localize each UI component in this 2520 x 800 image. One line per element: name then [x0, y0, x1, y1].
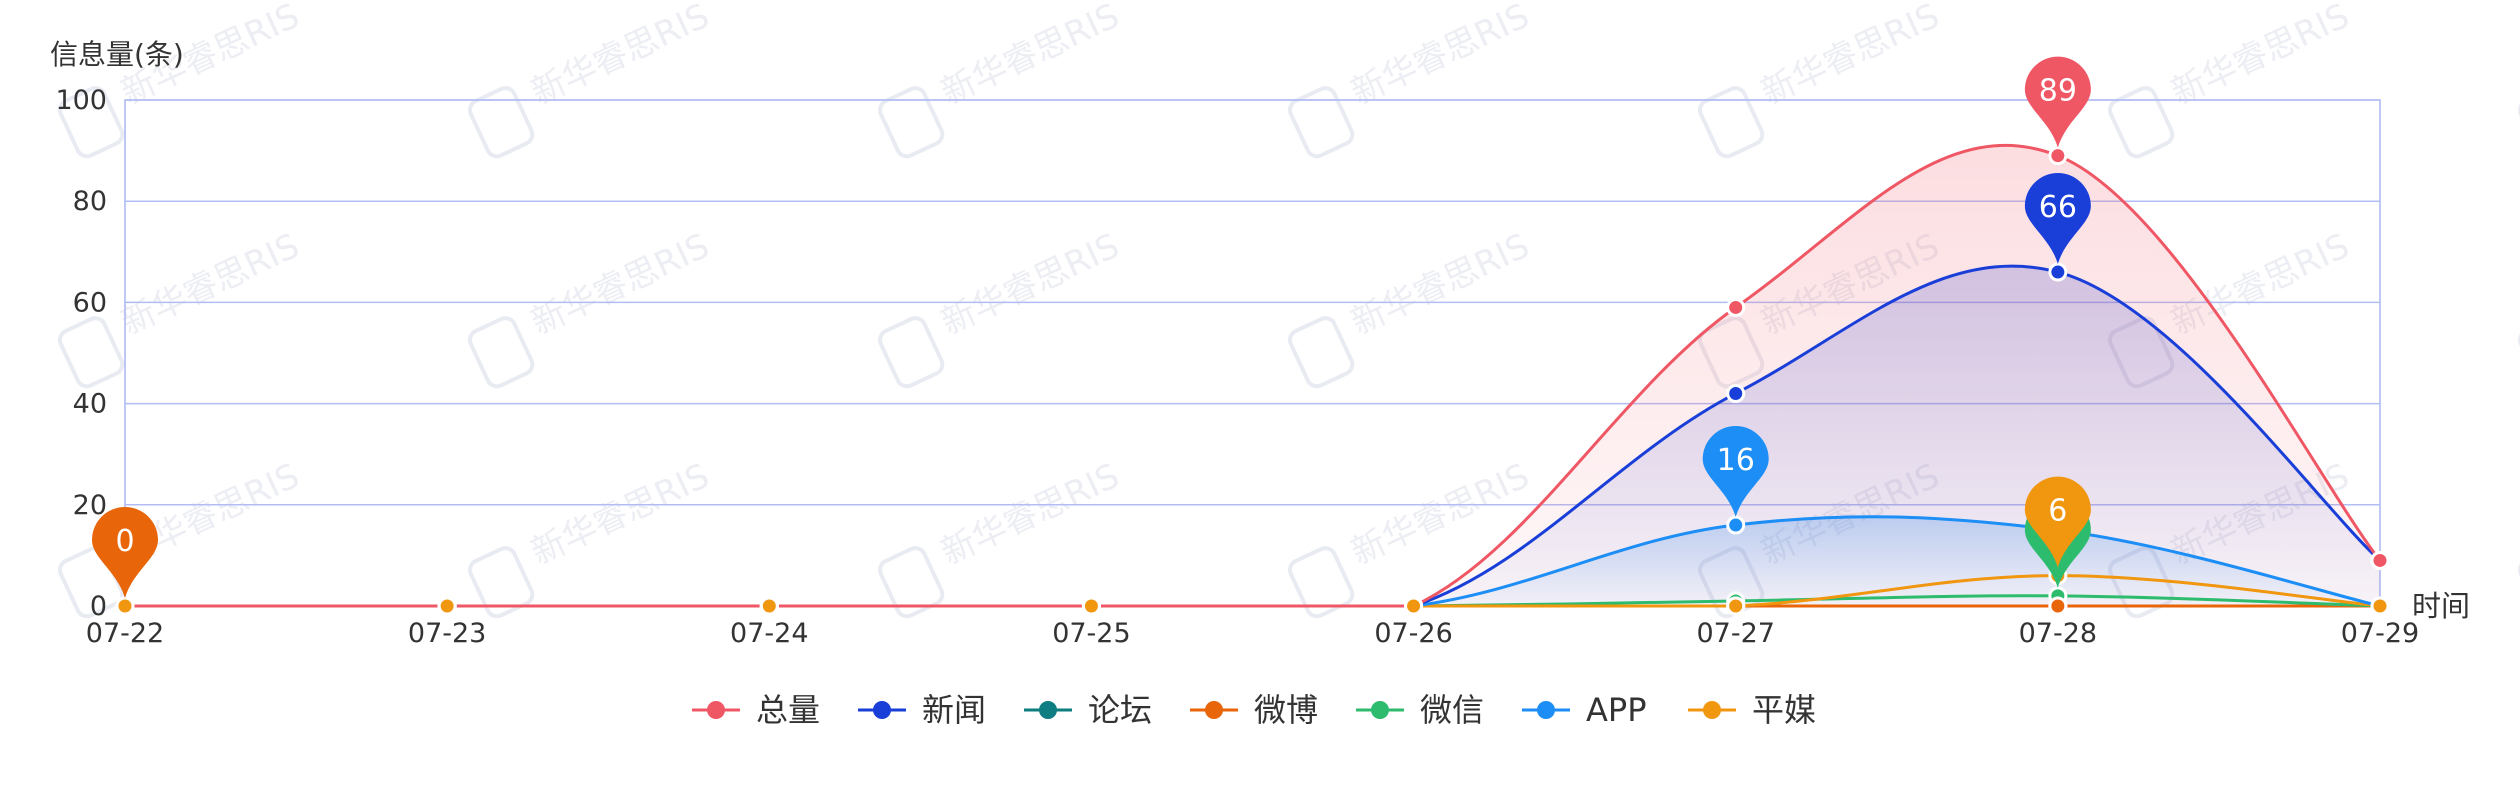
- svg-text:新华睿思RIS: 新华睿思RIS: [1345, 0, 1535, 113]
- watermark: 新华睿思RIS: [468, 456, 715, 619]
- svg-text:新华睿思RIS: 新华睿思RIS: [115, 226, 305, 343]
- legend-dot: [1039, 701, 1057, 719]
- series-points: [115, 146, 2390, 616]
- svg-text:新华睿思RIS: 新华睿思RIS: [525, 226, 715, 343]
- marker-label: 0: [115, 524, 134, 559]
- watermark: 新华睿思RIS: [468, 226, 715, 389]
- legend-dot: [1537, 701, 1555, 719]
- marker-label: 89: [2039, 74, 2077, 109]
- marker-news: 66: [2024, 173, 2091, 265]
- marker-label: 66: [2039, 190, 2077, 225]
- svg-text:新华睿思RIS: 新华睿思RIS: [1755, 0, 1945, 113]
- x-tick-label: 07-29: [2341, 618, 2419, 649]
- watermark: 新华睿思RIS: [468, 0, 715, 159]
- watermark: 新华睿思RIS: [878, 456, 1125, 619]
- legend-dot: [1205, 701, 1223, 719]
- svg-text:新华睿思RIS: 新华睿思RIS: [2165, 0, 2355, 113]
- legend-dot: [707, 701, 725, 719]
- legend-item-wechat[interactable]: 微信: [1356, 691, 1484, 729]
- y-tick-label: 60: [73, 287, 107, 318]
- marker-pin: [92, 507, 158, 598]
- legend-label: 总量: [756, 691, 820, 729]
- point-total[interactable]: [1726, 297, 1746, 317]
- svg-text:新华睿思RIS: 新华睿思RIS: [935, 226, 1125, 343]
- marker-pin: [2024, 476, 2091, 568]
- point-news[interactable]: [2048, 262, 2068, 282]
- point-app[interactable]: [1726, 515, 1746, 535]
- svg-text:新华睿思RIS: 新华睿思RIS: [525, 0, 715, 113]
- value-markers: 6 0 16 66 89: [92, 56, 2091, 598]
- point-print[interactable]: [1404, 596, 1424, 616]
- legend: 总量 新闻 论坛 微博 微信 APP 平媒: [692, 691, 1816, 729]
- point-print[interactable]: [115, 596, 135, 616]
- legend-item-weibo[interactable]: 微博: [1190, 691, 1318, 729]
- watermark: 新华睿思RIS: [878, 0, 1125, 159]
- area-total: [125, 145, 2380, 607]
- point-print[interactable]: [759, 596, 779, 616]
- y-tick-label: 100: [55, 85, 107, 116]
- marker-pin: [2024, 173, 2091, 265]
- legend-dot: [1703, 701, 1721, 719]
- legend-label: 微信: [1420, 691, 1484, 729]
- legend-item-app[interactable]: APP: [1522, 691, 1646, 729]
- watermark: 新华睿思RIS: [58, 0, 305, 159]
- x-tick-label: 07-25: [1052, 618, 1130, 649]
- watermark: 新华睿思RIS: [2518, 86, 2520, 159]
- legend-dot: [1371, 701, 1389, 719]
- x-tick-label: 07-24: [730, 618, 808, 649]
- y-tick-label: 40: [73, 389, 107, 420]
- x-tick-label: 07-22: [86, 618, 164, 649]
- point-print[interactable]: [2370, 596, 2390, 616]
- legend-label: 论坛: [1088, 691, 1152, 729]
- y-tick-label: 0: [90, 591, 107, 622]
- marker-app: 16: [1702, 426, 1769, 518]
- marker-print: 6: [2024, 476, 2091, 568]
- svg-text:新华睿思RIS: 新华睿思RIS: [1345, 226, 1535, 343]
- point-print[interactable]: [437, 596, 457, 616]
- watermark: 新华睿思RIS: [2518, 546, 2520, 619]
- point-print[interactable]: [1081, 596, 1101, 616]
- svg-text:新华睿思RIS: 新华睿思RIS: [935, 0, 1125, 113]
- legend-item-total[interactable]: 总量: [692, 691, 820, 729]
- legend-item-news[interactable]: 新闻: [858, 691, 986, 729]
- x-axis-label: 时间: [2412, 589, 2470, 623]
- point-weibo[interactable]: [2048, 596, 2068, 616]
- watermark: 新华睿思RIS: [1288, 0, 1535, 159]
- watermark: 新华睿思RIS: [2108, 0, 2355, 159]
- point-total[interactable]: [2048, 146, 2068, 166]
- legend-label: 微博: [1254, 691, 1318, 729]
- point-total[interactable]: [2370, 550, 2390, 570]
- y-axis-label: 信息量(条): [50, 38, 184, 71]
- legend-label: 新闻: [922, 691, 986, 729]
- y-tick-label: 20: [73, 490, 107, 521]
- y-tick-label: 80: [73, 186, 107, 217]
- legend-dot: [873, 701, 891, 719]
- watermark: 新华睿思RIS: [2518, 316, 2520, 389]
- x-tick-label: 07-26: [1374, 618, 1452, 649]
- x-tick-label: 07-23: [408, 618, 486, 649]
- marker-weibo: 0: [92, 507, 158, 598]
- legend-label: 平媒: [1752, 691, 1816, 729]
- svg-text:新华睿思RIS: 新华睿思RIS: [935, 456, 1125, 573]
- series-areas: [125, 145, 2380, 607]
- marker-label: 6: [2048, 494, 2067, 529]
- watermark: 新华睿思RIS: [878, 226, 1125, 389]
- legend-item-print[interactable]: 平媒: [1688, 691, 1816, 729]
- x-tick-label: 07-28: [2019, 618, 2097, 649]
- marker-pin: [1702, 426, 1769, 518]
- watermark: 新华睿思RIS: [1698, 0, 1945, 159]
- marker-pin: [2024, 56, 2091, 148]
- x-tick-label: 07-27: [1696, 618, 1774, 649]
- point-print[interactable]: [1726, 596, 1746, 616]
- legend-item-forum[interactable]: 论坛: [1024, 691, 1152, 729]
- point-news[interactable]: [1726, 383, 1746, 403]
- svg-text:新华睿思RIS: 新华睿思RIS: [525, 456, 715, 573]
- marker-label: 16: [1717, 443, 1755, 478]
- watermark: 新华睿思RIS: [1288, 226, 1535, 389]
- legend-label: APP: [1586, 691, 1646, 729]
- marker-total: 89: [2024, 56, 2091, 148]
